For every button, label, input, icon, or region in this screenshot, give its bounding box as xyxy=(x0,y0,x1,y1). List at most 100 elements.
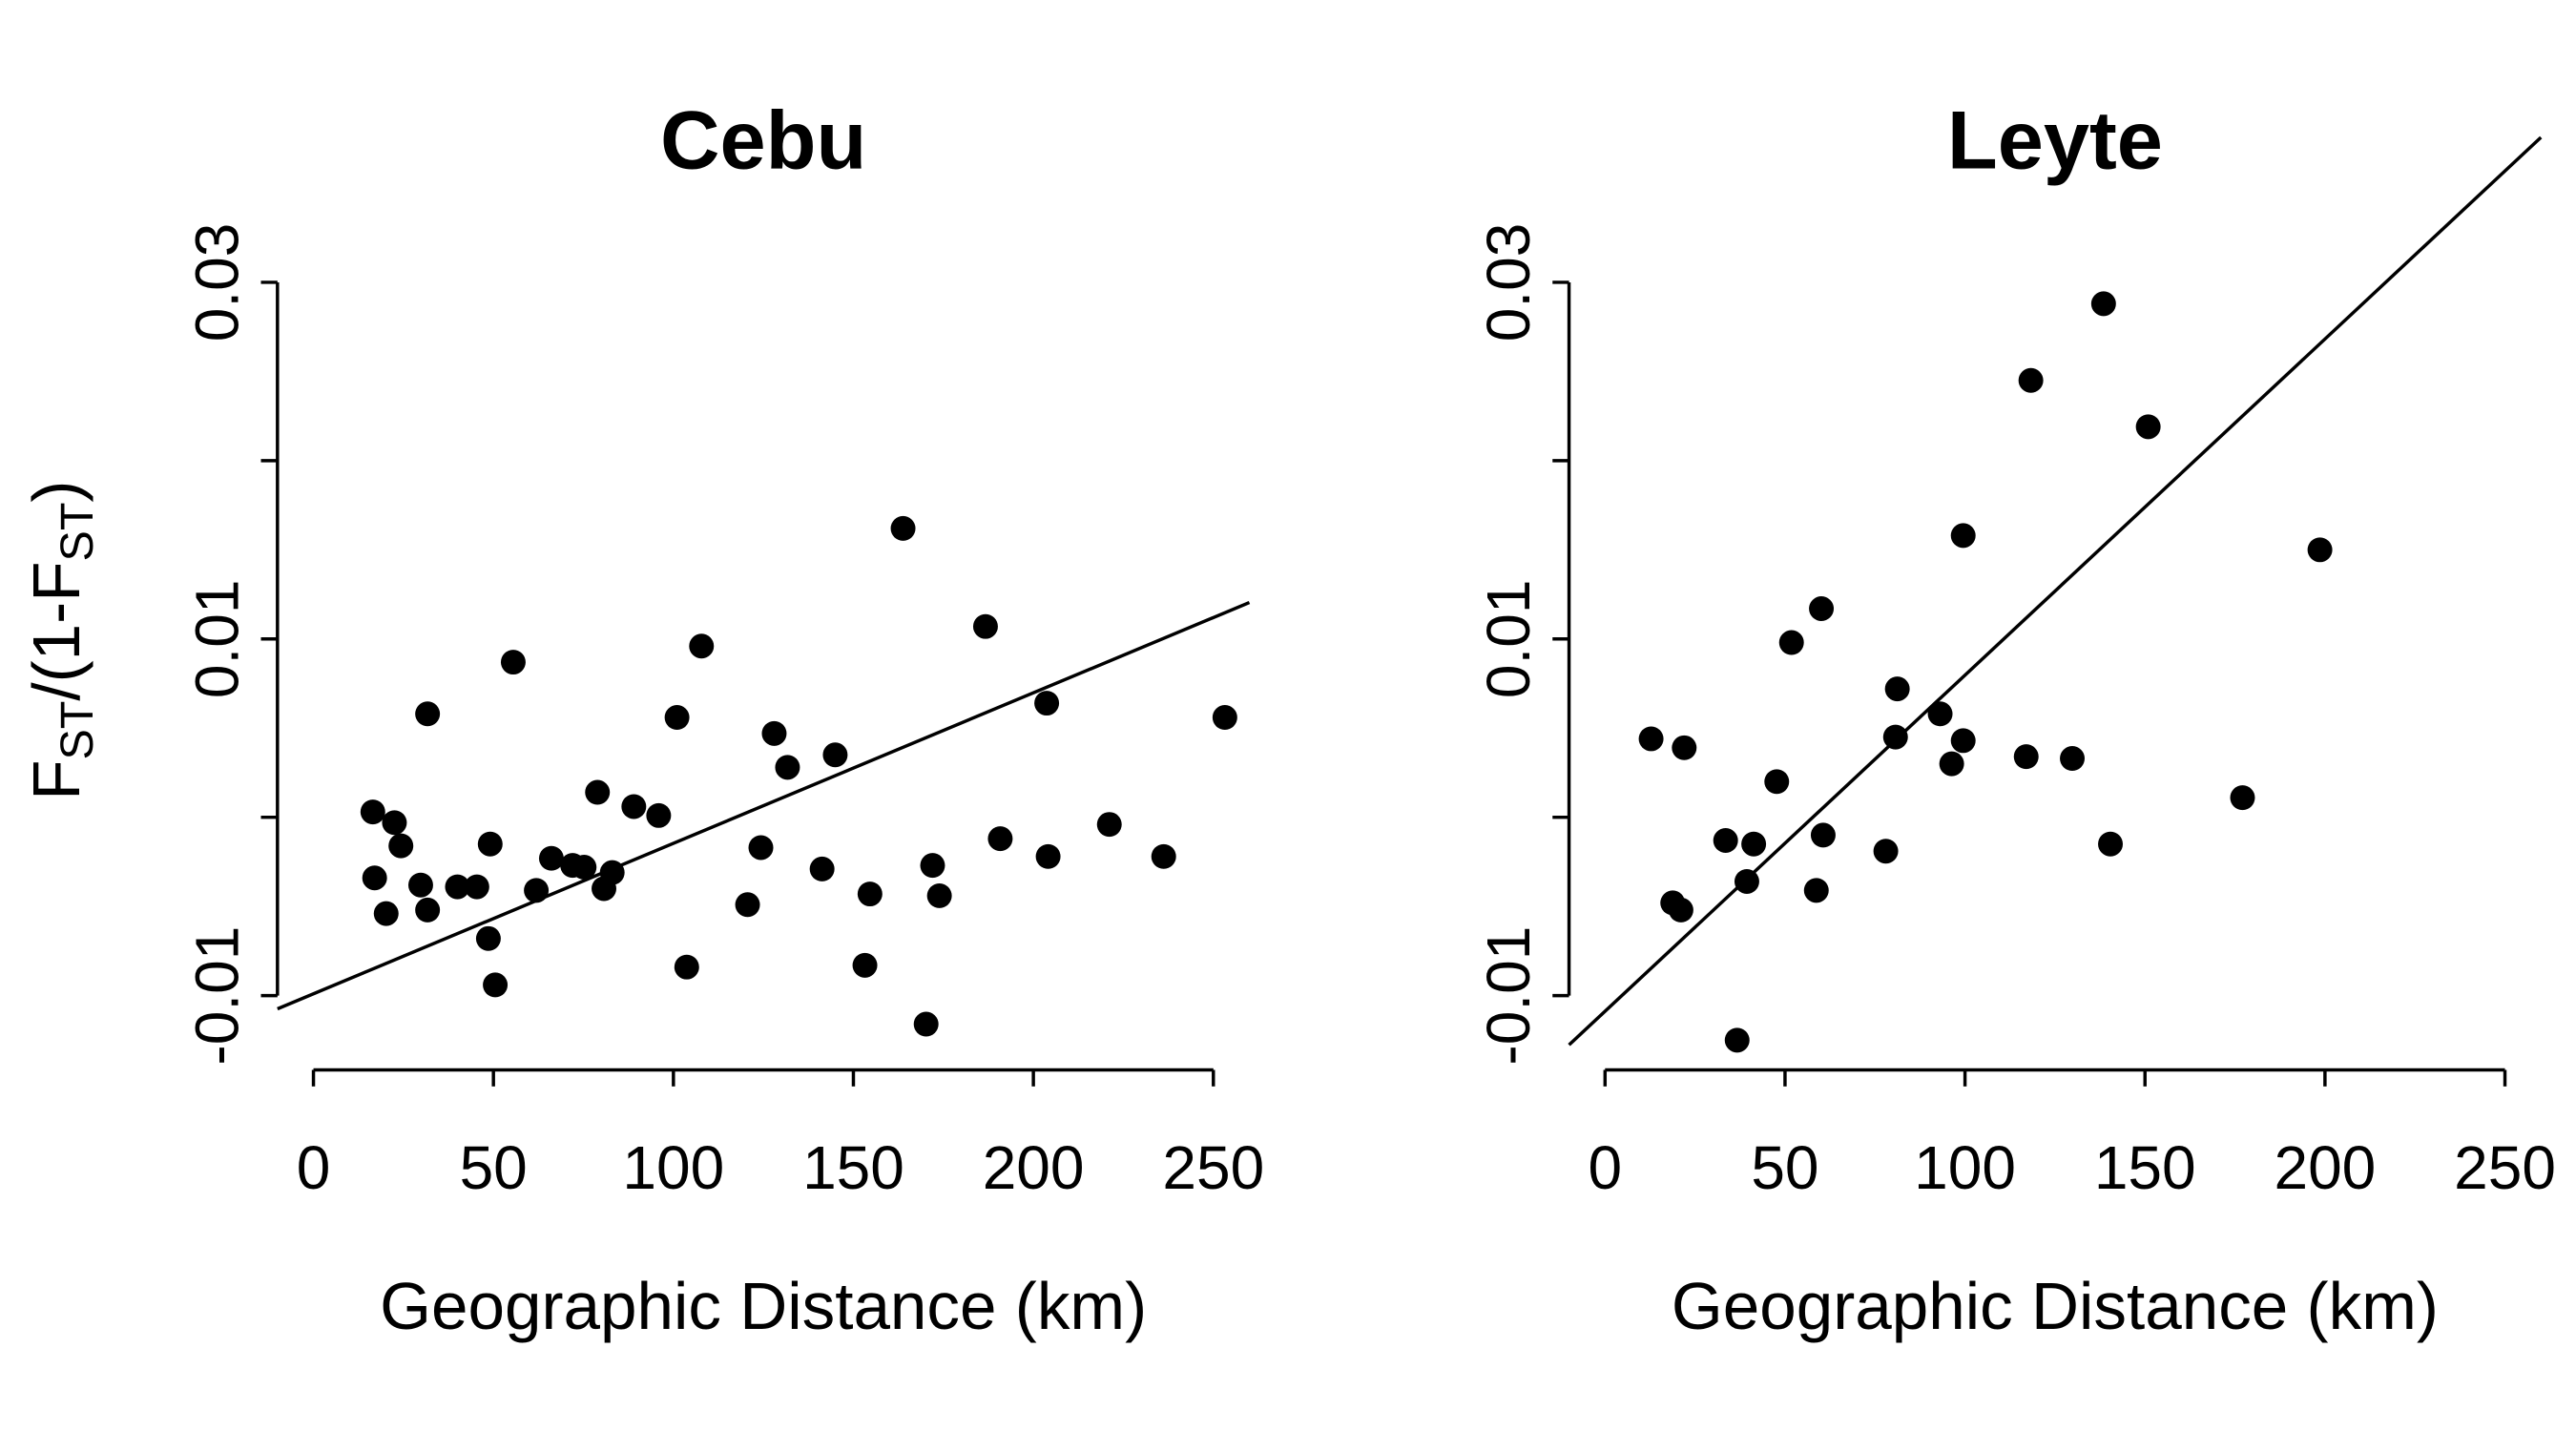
data-point xyxy=(1035,843,1061,869)
y-axis-label-part: /(1-F xyxy=(19,561,93,700)
data-point xyxy=(1803,878,1829,903)
data-point xyxy=(1638,726,1664,752)
data-point xyxy=(913,1011,939,1037)
data-point xyxy=(735,892,760,918)
y-tick-label: 0.03 xyxy=(182,223,251,342)
data-point xyxy=(987,826,1013,852)
data-point xyxy=(1882,724,1908,750)
data-point xyxy=(1927,701,1953,727)
data-point xyxy=(748,835,774,861)
data-point xyxy=(2060,746,2086,771)
data-point xyxy=(674,954,699,980)
data-point xyxy=(1741,831,1767,857)
data-point xyxy=(646,802,672,828)
data-point xyxy=(809,856,835,881)
trend-line xyxy=(1568,135,2543,1047)
x-axis-label: Geographic Distance (km) xyxy=(380,1269,1147,1343)
data-point xyxy=(1713,828,1738,853)
data-point xyxy=(1672,735,1697,760)
data-point xyxy=(1212,705,1237,731)
panel: Cebu Geographic Distance (km) FST/(1-FST) -… xyxy=(19,95,1264,1344)
y-axis-label: FST/(1-FST) xyxy=(19,481,103,800)
data-point xyxy=(483,972,509,998)
data-point xyxy=(1950,523,1976,549)
data-point xyxy=(571,855,597,881)
x-tick-label: 0 xyxy=(1588,1133,1622,1202)
data-point xyxy=(538,845,564,871)
data-point xyxy=(822,742,848,768)
y-tick-label: 0.01 xyxy=(182,579,251,698)
data-point xyxy=(373,901,399,926)
x-tick-label: 50 xyxy=(1751,1133,1818,1202)
data-point xyxy=(415,897,441,923)
x-tick-label: 200 xyxy=(2274,1133,2376,1202)
data-point xyxy=(1724,1027,1750,1053)
data-point xyxy=(445,874,470,900)
x-tick-label: 250 xyxy=(1162,1133,1264,1202)
x-tick-label: 50 xyxy=(460,1133,528,1202)
data-point xyxy=(1034,691,1060,716)
y-tick-label: -0.01 xyxy=(1474,926,1543,1066)
data-point xyxy=(1809,596,1835,621)
x-tick-label: 100 xyxy=(622,1133,724,1202)
data-point xyxy=(382,810,407,836)
data-point xyxy=(926,882,952,908)
data-point xyxy=(621,794,647,819)
data-point xyxy=(920,853,945,879)
chart-title: Leyte xyxy=(1947,95,2163,187)
x-axis-label: Geographic Distance (km) xyxy=(1672,1269,2439,1343)
data-point xyxy=(2307,537,2333,563)
data-point xyxy=(1151,843,1176,869)
data-point xyxy=(464,874,489,900)
trend-line xyxy=(277,600,1251,1011)
x-tick-label: 200 xyxy=(983,1133,1085,1202)
data-point xyxy=(500,650,526,675)
data-point xyxy=(1668,897,1693,923)
data-point xyxy=(2013,744,2039,770)
x-tick-label: 0 xyxy=(297,1133,331,1202)
data-point xyxy=(2230,785,2255,811)
data-point xyxy=(415,701,441,727)
y-tick-label: 0.03 xyxy=(1474,223,1543,342)
x-tick-label: 150 xyxy=(2094,1133,2196,1202)
y-tick-label: 0.01 xyxy=(1474,579,1543,698)
x-tick-label: 100 xyxy=(1914,1133,2016,1202)
data-point xyxy=(852,952,878,978)
data-point xyxy=(1734,869,1759,894)
data-point xyxy=(2090,291,2116,317)
data-point xyxy=(2018,367,2044,393)
x-tick-label: 150 xyxy=(802,1133,904,1202)
data-point xyxy=(2135,414,2161,440)
y-tick-label: -0.01 xyxy=(182,926,251,1066)
panel: Leyte Geographic Distance (km) -0.01 0.01 0.… xyxy=(1474,95,2556,1344)
data-point xyxy=(775,755,800,780)
y-axis-label-part: F xyxy=(19,760,93,800)
data-point xyxy=(1096,812,1122,838)
data-point xyxy=(761,720,787,746)
data-point xyxy=(360,799,385,825)
y-axis-label-part: ST xyxy=(52,701,104,760)
data-point xyxy=(477,831,503,857)
data-point xyxy=(1764,769,1790,795)
data-point xyxy=(585,779,611,805)
chart-title: Cebu xyxy=(660,95,866,187)
data-point xyxy=(890,515,916,541)
data-point xyxy=(857,881,883,907)
data-point xyxy=(1873,839,1899,864)
data-point xyxy=(1778,630,1804,655)
data-point xyxy=(475,925,501,951)
data-point xyxy=(1939,751,1964,777)
data-point xyxy=(1950,728,1976,754)
x-tick-label: 250 xyxy=(2454,1133,2556,1202)
data-point xyxy=(1810,822,1836,848)
data-point xyxy=(388,833,414,859)
data-point xyxy=(664,705,690,731)
data-point xyxy=(599,860,625,885)
data-point xyxy=(689,633,715,659)
data-point xyxy=(524,878,550,903)
y-axis-label-part: ) xyxy=(19,481,93,503)
data-point xyxy=(407,872,433,898)
data-point xyxy=(972,613,998,639)
